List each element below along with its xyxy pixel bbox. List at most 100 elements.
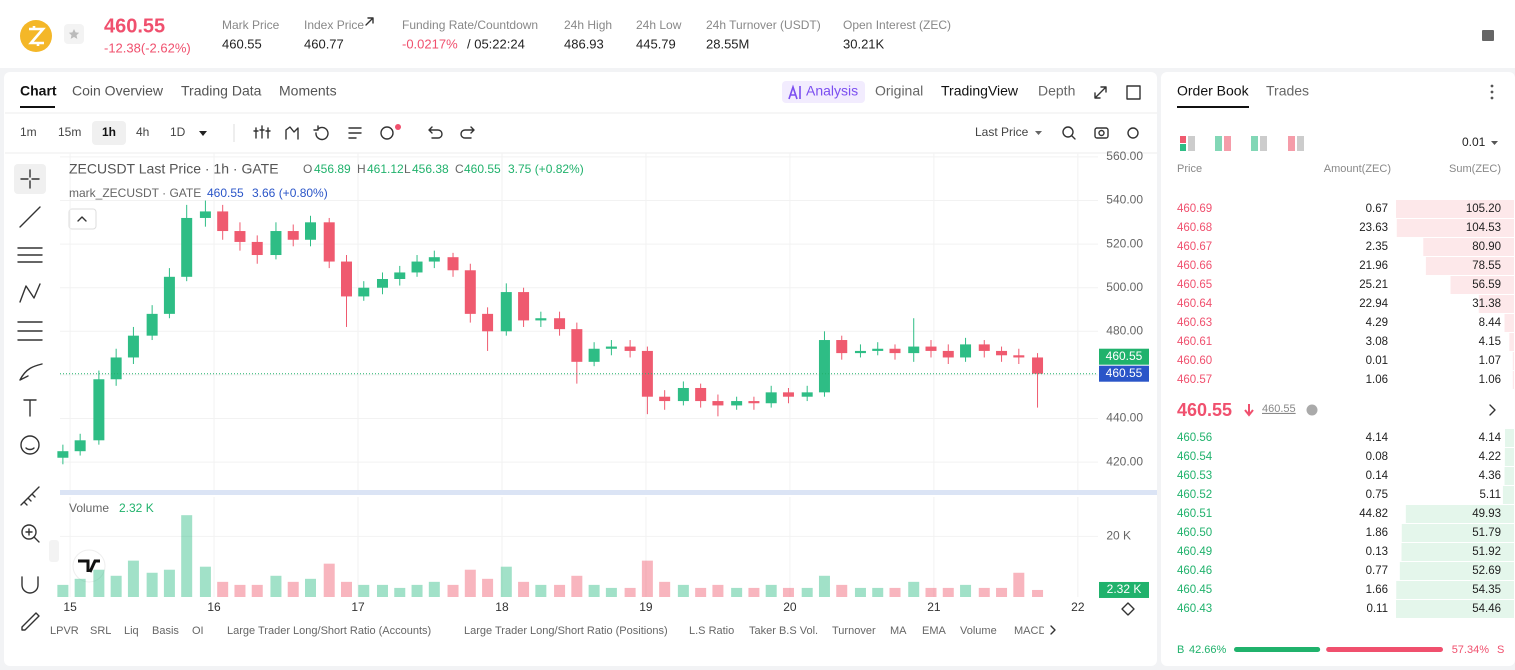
analysis-pill[interactable] bbox=[782, 81, 865, 103]
info-icon bbox=[1306, 404, 1318, 416]
order-price[interactable]: 460.69 bbox=[1177, 203, 1212, 215]
volume-bar bbox=[765, 584, 777, 597]
indicator[interactable]: OI bbox=[192, 625, 204, 637]
order-price[interactable]: 460.56 bbox=[1177, 432, 1212, 444]
x-tick-label: 17 bbox=[351, 600, 365, 614]
indicator[interactable]: Taker B.S Vol. bbox=[749, 625, 818, 637]
order-price[interactable]: 460.49 bbox=[1177, 546, 1212, 558]
order-price[interactable]: 460.53 bbox=[1177, 470, 1212, 482]
order-amount: 44.82 bbox=[1359, 508, 1388, 520]
tab[interactable]: Trading Data bbox=[181, 83, 262, 99]
indicator[interactable]: Basis bbox=[152, 625, 179, 637]
order-price[interactable]: 460.52 bbox=[1177, 489, 1212, 501]
indicator[interactable]: Large Trader Long/Short Ratio (Positions… bbox=[464, 625, 668, 637]
order-price[interactable]: 460.65 bbox=[1177, 279, 1212, 291]
order-price[interactable]: 460.66 bbox=[1177, 260, 1212, 272]
order-price[interactable]: 460.60 bbox=[1177, 355, 1212, 367]
window-icon[interactable] bbox=[1126, 85, 1141, 100]
tab[interactable]: Trades bbox=[1266, 83, 1309, 99]
order-price[interactable]: 460.46 bbox=[1177, 565, 1212, 577]
interval[interactable]: 15m bbox=[58, 125, 81, 139]
indicator[interactable]: MACD bbox=[1014, 625, 1046, 637]
tab[interactable]: Order Book bbox=[1177, 83, 1250, 99]
view-option[interactable]: Analysis bbox=[806, 83, 858, 99]
drawing-tools[interactable] bbox=[14, 164, 46, 631]
order-price[interactable]: 460.57 bbox=[1177, 374, 1212, 386]
volume-bar bbox=[287, 581, 299, 597]
volume-bar bbox=[1013, 572, 1025, 597]
indicator[interactable]: MA bbox=[890, 625, 907, 637]
view-option[interactable]: Depth bbox=[1038, 83, 1075, 99]
expand-icon[interactable] bbox=[1094, 86, 1107, 99]
candle-body bbox=[394, 272, 406, 279]
order-price[interactable]: 460.43 bbox=[1177, 603, 1212, 615]
candle-body bbox=[836, 340, 848, 354]
external-icon bbox=[365, 17, 374, 26]
order-price[interactable]: 460.51 bbox=[1177, 508, 1212, 520]
collapse-button[interactable] bbox=[68, 208, 97, 230]
tab[interactable]: Chart bbox=[20, 83, 57, 99]
header-bar bbox=[0, 0, 1515, 68]
order-price[interactable]: 460.54 bbox=[1177, 451, 1213, 463]
kebab[interactable] bbox=[1490, 84, 1494, 100]
order-price[interactable]: 460.67 bbox=[1177, 241, 1212, 253]
caret[interactable] bbox=[1491, 141, 1498, 145]
candle-body bbox=[571, 329, 583, 362]
side-toggle[interactable] bbox=[49, 540, 59, 562]
order-sum: 78.55 bbox=[1472, 260, 1501, 272]
view-option[interactable]: TradingView bbox=[941, 83, 1019, 99]
order-price[interactable]: 460.50 bbox=[1177, 527, 1212, 539]
orderbook-last-price: 460.55 bbox=[1177, 400, 1232, 420]
interval[interactable]: 4h bbox=[136, 125, 149, 139]
layout-icons[interactable] bbox=[1180, 136, 1304, 151]
stat-label: Open Interest (ZEC) bbox=[843, 18, 951, 32]
order-price[interactable]: 460.63 bbox=[1177, 317, 1212, 329]
x-tick-label: 21 bbox=[927, 600, 941, 614]
indicator[interactable]: Volume bbox=[960, 625, 997, 637]
price-change: -12.38(-2.62%) bbox=[104, 40, 191, 55]
candle-body bbox=[535, 318, 547, 321]
indicator[interactable]: Liq bbox=[124, 625, 139, 637]
interval[interactable]: 1m bbox=[20, 125, 37, 139]
tab[interactable]: Coin Overview bbox=[72, 83, 164, 99]
orderbook-mark-price: 460.55 bbox=[1262, 403, 1296, 415]
volume-bar bbox=[624, 587, 636, 597]
order-price[interactable]: 460.68 bbox=[1177, 222, 1212, 234]
view-option[interactable]: Original bbox=[875, 83, 923, 99]
y-tick-label: 520.00 bbox=[1106, 236, 1143, 250]
caret[interactable] bbox=[1035, 131, 1042, 135]
indicator[interactable]: Turnover bbox=[832, 625, 876, 637]
precision[interactable]: 0.01 bbox=[1462, 135, 1486, 149]
indicator[interactable]: L.S Ratio bbox=[689, 625, 734, 637]
candle-body bbox=[340, 261, 352, 297]
order-amount: 1.66 bbox=[1366, 584, 1388, 596]
indicator[interactable]: Large Trader Long/Short Ratio (Accounts) bbox=[227, 625, 431, 637]
chevron[interactable] bbox=[1489, 404, 1496, 416]
interval[interactable]: 1D bbox=[170, 125, 186, 139]
settings-icon[interactable] bbox=[1121, 602, 1135, 616]
candle-body bbox=[854, 350, 866, 354]
order-sum: 52.69 bbox=[1472, 565, 1501, 577]
indicator[interactable]: LPVR bbox=[50, 625, 79, 637]
order-price[interactable]: 460.61 bbox=[1177, 336, 1212, 348]
indicator[interactable]: EMA bbox=[922, 625, 947, 637]
chevron[interactable] bbox=[1050, 625, 1056, 635]
candle-body bbox=[1013, 355, 1025, 358]
caret[interactable] bbox=[199, 131, 207, 136]
toolbar-icons[interactable] bbox=[253, 125, 1139, 141]
volume-legend: Volume bbox=[69, 501, 109, 515]
tab[interactable]: Moments bbox=[279, 83, 337, 99]
order-amount: 1.06 bbox=[1366, 374, 1388, 386]
indicator[interactable]: SRL bbox=[90, 625, 111, 637]
volume-bar bbox=[571, 575, 583, 597]
order-price[interactable]: 460.45 bbox=[1177, 584, 1212, 596]
order-sum: 105.20 bbox=[1466, 203, 1501, 215]
price-type[interactable]: Last Price bbox=[975, 125, 1029, 139]
interval[interactable]: 1h bbox=[102, 125, 116, 139]
order-sum: 49.93 bbox=[1472, 508, 1501, 520]
volume-bar bbox=[323, 563, 335, 597]
volume-bar bbox=[464, 569, 476, 597]
candle-body bbox=[554, 318, 566, 330]
menu-icon[interactable] bbox=[1482, 30, 1494, 41]
order-price[interactable]: 460.64 bbox=[1177, 298, 1213, 310]
